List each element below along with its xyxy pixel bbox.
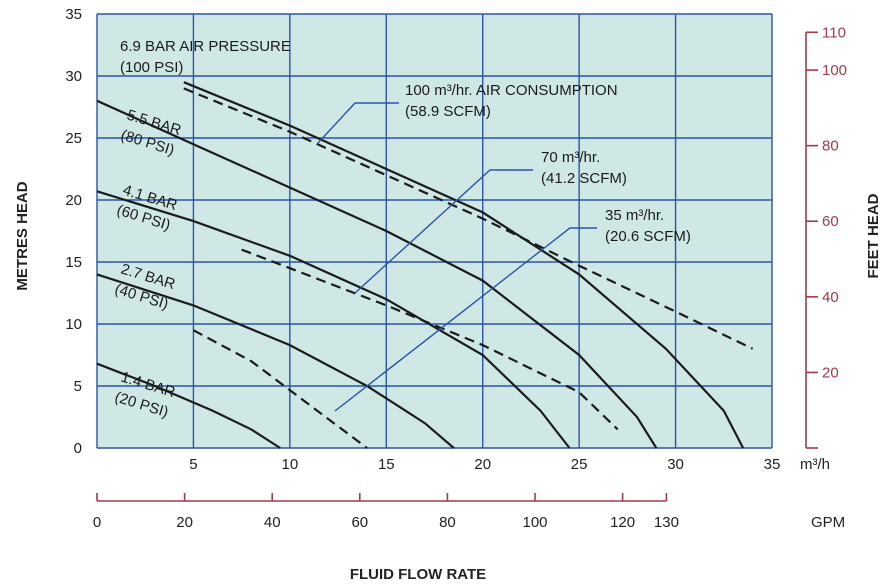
x-tick-label: 30 [667,456,684,473]
gpm-tick-label: 120 [610,514,635,531]
x2-unit-label: GPM [811,514,845,531]
curve-label-6: 70 m³/hr. (41.2 SCFM) [541,149,627,187]
y2-axis-title: FEET HEAD [865,193,882,278]
y-tick-label: 10 [65,316,82,333]
y2-tick-label: 20 [822,364,839,381]
y2-tick-label: 100 [822,62,847,79]
gpm-tick-label: 40 [264,514,281,531]
pressure-curve-1 [96,99,658,449]
gpm-tick-label: 0 [93,514,101,531]
annotation-leader-1 [354,169,533,294]
x-tick-label: 35 [764,456,781,473]
pressure-curve-4 [96,362,281,449]
curve-label-line2: (41.2 SCFM) [541,170,627,187]
plot-area [97,14,772,448]
annotation-leader-2 [334,227,597,412]
y-tick-label: 20 [65,192,82,209]
gpm-tick-label: 60 [351,514,368,531]
y-tick-label: 35 [65,6,82,23]
x-tick-label: 15 [378,456,395,473]
gpm-tick-label: 100 [522,514,547,531]
curve-label-line2: (20.6 SCFM) [605,228,691,245]
y-tick-label: 15 [65,254,82,271]
x-tick-label: 20 [474,456,491,473]
pressure-curve-3 [96,273,455,449]
curve-label-line1: 100 m³/hr. AIR CONSUMPTION [405,82,618,99]
annotation-leader-0 [317,102,399,144]
curve-label-0: 6.9 BAR AIR PRESSURE (100 PSI) [120,38,291,76]
y-tick-label: 0 [74,440,82,457]
secondary-y-axis: 20 40 60 80 100 110 [805,24,847,449]
x-tick-label: 5 [189,456,197,473]
curve-label-7: 35 m³/hr. (20.6 SCFM) [605,207,691,245]
curve-labels: 6.9 BAR AIR PRESSURE(100 PSI)5.5 BAR(80 … [113,38,691,421]
annotation-leaders [317,102,597,412]
curves [96,81,754,449]
air-consumption-curve-1 [241,248,619,431]
y-tick-label: 25 [65,130,82,147]
pressure-curve-2 [96,190,571,449]
air-consumption-curve-0 [183,87,754,350]
gpm-tick-label: 130 [654,514,679,531]
x-axis-title: FLUID FLOW RATE [350,566,486,583]
curve-label-line2: (100 PSI) [120,59,183,76]
y-axis-ticks: 0 5 10 15 20 25 30 35 [65,6,82,457]
gpm-tick-label: 80 [439,514,456,531]
y2-tick-label: 80 [822,138,839,155]
air-consumption-curve-2 [192,329,368,449]
curve-label-line1: 35 m³/hr. [605,207,664,224]
pressure-curve-0 [183,81,745,449]
curve-label-line1: 70 m³/hr. [541,149,600,166]
x-tick-label: 10 [282,456,299,473]
y2-tick-label: 40 [822,289,839,306]
curve-label-5: 100 m³/hr. AIR CONSUMPTION (58.9 SCFM) [405,82,618,120]
curve-label-line1: 6.9 BAR AIR PRESSURE [120,38,291,55]
y2-tick-label: 110 [822,24,846,41]
x-unit-label: m³/h [800,456,830,473]
grid [96,13,773,449]
x-tick-label: 25 [571,456,588,473]
gpm-tick-label: 20 [176,514,193,531]
x-axis-ticks: 5 10 15 20 25 30 35 [189,456,780,473]
y-tick-label: 5 [74,378,82,395]
y2-tick-label: 60 [822,213,839,230]
curve-label-line2: (58.9 SCFM) [405,103,491,120]
y-axis-title: METRES HEAD [14,181,31,290]
gpm-axis: 0 20 40 60 80 100 120 130 [93,493,679,531]
y-tick-label: 30 [65,68,82,85]
